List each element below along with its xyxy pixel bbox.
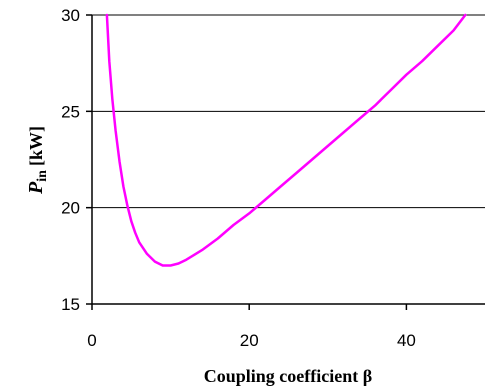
x-tick-label: 20 [240,331,259,350]
y-axis-title-main: P [25,181,47,195]
svg-text:Pin[kW]: Pin [kW] [25,126,50,195]
x-ticks: 0 20 40 [87,304,416,350]
y-tick-label: 20 [61,199,80,218]
y-axis-title-subscript: in [35,170,50,182]
series-group [105,13,467,267]
series-line-0 [105,13,467,267]
y-tick-label: 15 [61,295,80,314]
gridlines [92,14,485,209]
y-axis-title-unit: [kW] [26,126,46,166]
x-tick-label: 0 [87,331,96,350]
y-ticks: 15 20 25 30 [61,6,92,314]
x-axis-title: Coupling coefficient β [204,366,372,386]
y-tick-label: 25 [61,102,80,121]
y-axis-title: Pin [kW] [25,126,50,195]
x-tick-label: 40 [397,331,416,350]
y-tick-label: 30 [61,6,80,25]
